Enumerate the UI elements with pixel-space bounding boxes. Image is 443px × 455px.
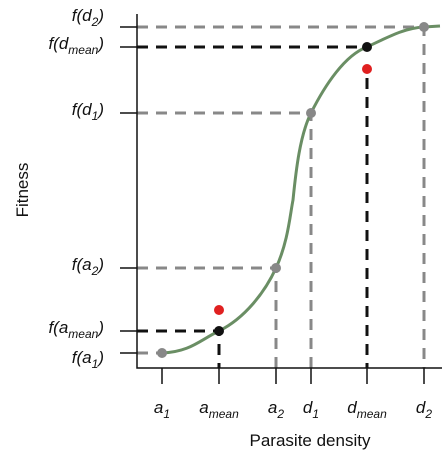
x-tick-label: d2	[416, 398, 432, 421]
tick-suffix: )	[96, 348, 104, 367]
tick-sub: mean	[68, 43, 98, 57]
x-tick-label: a1	[154, 398, 170, 421]
point-amean	[214, 326, 224, 336]
tick-sub: mean	[68, 327, 98, 341]
tick-var: d	[59, 34, 69, 53]
x-tick-label: amean	[199, 398, 239, 421]
y-tick-label: f(d2)	[72, 6, 104, 29]
x-tick-label: dmean	[347, 398, 387, 421]
tick-sub: 2	[276, 407, 284, 421]
point-d2	[419, 22, 429, 32]
tick-prefix: f(	[72, 255, 85, 274]
tick-suffix: )	[96, 255, 104, 274]
tick-sub: 1	[92, 357, 99, 371]
point-a2	[271, 263, 281, 273]
tick-sub: 2	[91, 264, 99, 278]
tick-suffix: )	[96, 34, 104, 53]
tick-sub: 1	[312, 407, 319, 421]
tick-sub: 2	[91, 15, 99, 29]
point-d1	[306, 108, 316, 118]
tick-var: a	[82, 255, 91, 274]
tick-var: a	[199, 398, 208, 417]
y-tick-label: f(dmean)	[48, 34, 104, 57]
fitness-curve	[161, 24, 441, 355]
axis-lines	[136, 14, 442, 369]
tick-sub: 1	[92, 109, 99, 123]
guide-d2	[137, 25, 426, 368]
tick-prefix: f(	[48, 318, 61, 337]
x-tick-label: a2	[268, 398, 284, 421]
tick-sub: 2	[424, 407, 432, 421]
tick-labels: a1 amean a2 d1 dmean d2f(d2)f(dmean)f(d1)f(a2…	[48, 6, 432, 421]
axes	[120, 14, 442, 384]
tick-var: d	[416, 398, 426, 417]
x-tick-label: d1	[303, 398, 319, 421]
tick-suffix: )	[96, 318, 104, 337]
tick-sub: mean	[357, 407, 387, 421]
tick-prefix: f(	[72, 6, 85, 25]
y-tick-label: f(d1)	[72, 100, 104, 123]
tick-prefix: f(	[72, 348, 85, 367]
tick-var: a	[59, 318, 68, 337]
point-a1	[157, 348, 167, 358]
y-tick-label: f(a1)	[72, 348, 104, 371]
tick-var: d	[82, 100, 92, 119]
tick-var: a	[82, 348, 91, 367]
y-tick-marks	[120, 26, 137, 354]
mean-fitness-a	[214, 305, 224, 315]
tick-suffix: )	[96, 100, 104, 119]
tick-var: a	[154, 398, 163, 417]
guides	[137, 25, 426, 368]
tick-var: d	[303, 398, 313, 417]
tick-suffix: )	[96, 6, 104, 25]
tick-prefix: f(	[72, 100, 85, 119]
y-tick-label: f(amean)	[48, 318, 104, 341]
tick-sub: mean	[209, 407, 239, 421]
tick-prefix: f(	[48, 34, 61, 53]
mean-fitness-d	[362, 64, 372, 74]
tick-var: d	[82, 6, 92, 25]
tick-var: d	[347, 398, 357, 417]
y-tick-label: f(a2)	[72, 255, 104, 278]
y-axis-label: Fitness	[13, 163, 32, 218]
tick-var: a	[268, 398, 277, 417]
point-dmean	[362, 42, 372, 52]
x-axis-label: Parasite density	[250, 431, 371, 450]
x-tick-marks	[161, 368, 425, 384]
points	[157, 22, 429, 358]
tick-sub: 1	[163, 407, 170, 421]
